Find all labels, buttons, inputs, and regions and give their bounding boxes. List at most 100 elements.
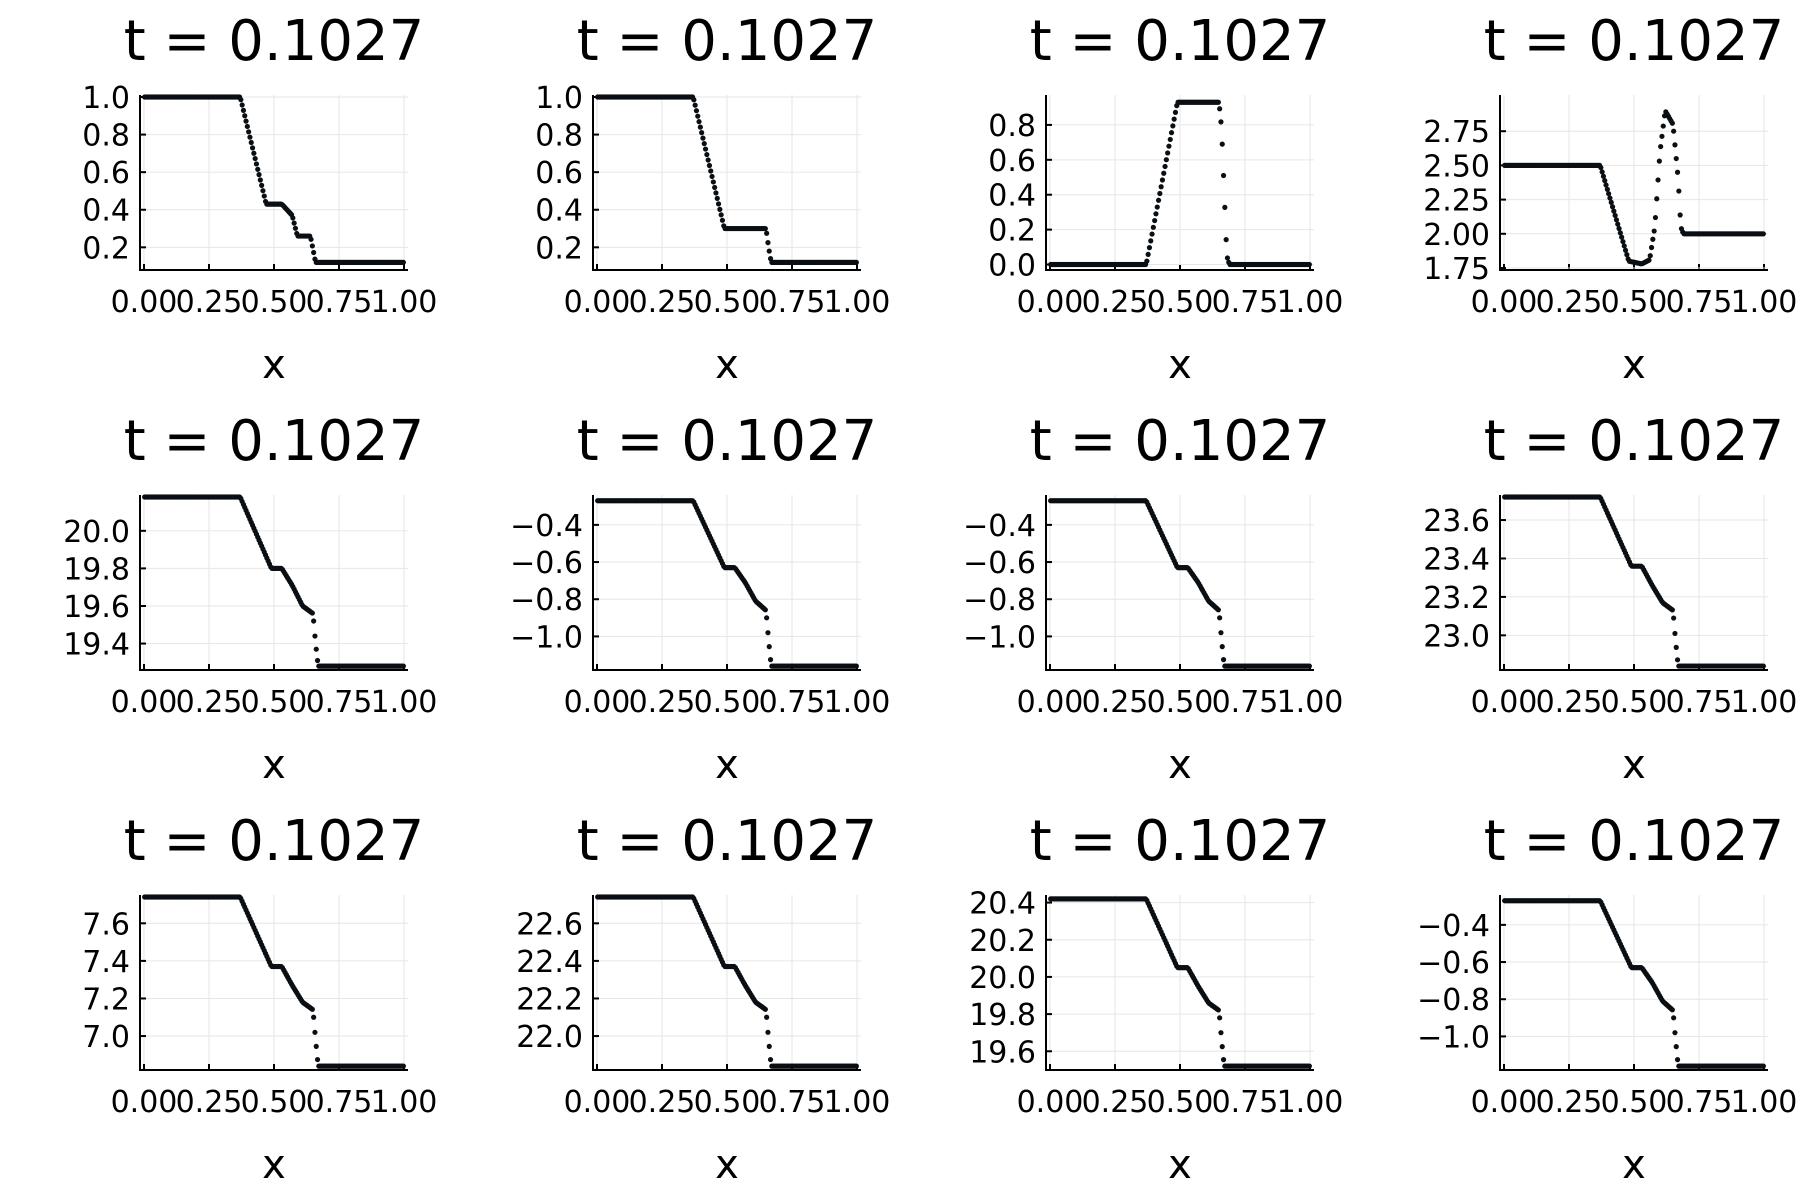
- data-point: [1158, 184, 1164, 190]
- y-tick-label: 0.2: [82, 231, 130, 266]
- data-point: [290, 215, 296, 221]
- data-point: [1218, 1030, 1224, 1036]
- x-tick-label: 0.50: [1601, 685, 1668, 720]
- data-point: [1760, 663, 1766, 669]
- x-tick-label: 0.25: [1536, 1085, 1603, 1120]
- data-point: [1674, 657, 1681, 663]
- data-point: [1602, 178, 1608, 184]
- data-point: [244, 123, 250, 130]
- y-tick-label: 20.0: [969, 961, 1036, 996]
- x-tick-label: 0.00: [1471, 1085, 1538, 1120]
- data-point: [1673, 644, 1679, 650]
- y-tick-label: −0.8: [963, 583, 1036, 618]
- data-point: [1155, 197, 1162, 203]
- data-point: [308, 236, 314, 242]
- x-tick-label: 0.00: [111, 1085, 178, 1120]
- data-point: [1615, 221, 1621, 227]
- y-tick-label: 22.6: [516, 907, 583, 942]
- data-point: [695, 113, 701, 119]
- y-tick-label: 1.0: [82, 81, 130, 116]
- x-tick-label: 0.00: [1017, 685, 1084, 720]
- y-tick-label: 0.4: [82, 194, 130, 229]
- x-tick-label: 0.25: [629, 1085, 696, 1120]
- x-tick-label: 0.25: [176, 285, 243, 320]
- data-point: [705, 157, 711, 163]
- x-tick-label: 0.25: [1536, 685, 1603, 720]
- x-tick-label: 0.00: [1471, 285, 1538, 320]
- data-point: [314, 1056, 321, 1063]
- x-tick-label: 0.25: [1082, 285, 1149, 320]
- y-tick-label: 0.2: [535, 231, 583, 266]
- data-point: [1616, 225, 1622, 232]
- data-point: [400, 259, 406, 265]
- y-tick-label: 0.8: [82, 119, 130, 154]
- subplot-5: t = 0.1027 0.000.250.500.751.00 19.419.619…: [63, 409, 437, 788]
- data-point: [1654, 196, 1660, 202]
- x-tick-label: 0.25: [629, 285, 696, 320]
- data-point: [1619, 234, 1625, 240]
- data-point: [291, 220, 297, 226]
- x-tick-label: 0.75: [759, 285, 826, 320]
- data-point: [1647, 253, 1653, 259]
- subplot-4: t = 0.10270.000.250.500.751.001.752.002.…: [1423, 9, 1797, 388]
- data-point: [1669, 120, 1675, 126]
- x-tick-label: 0.00: [111, 685, 178, 720]
- data-point: [1162, 163, 1168, 170]
- data-point: [697, 124, 703, 130]
- data-point: [309, 1006, 315, 1012]
- data-point: [704, 151, 710, 158]
- data-point: [712, 184, 718, 191]
- data-point: [239, 102, 245, 108]
- x-tick-label: 1.00: [1277, 285, 1344, 320]
- x-tick-label: 0.00: [1017, 1085, 1084, 1120]
- data-point: [246, 129, 252, 135]
- data-point: [715, 201, 722, 207]
- x-axis-label: x: [1168, 742, 1192, 788]
- data-point: [1604, 186, 1610, 192]
- data-point: [1219, 644, 1225, 650]
- data-point: [256, 172, 262, 178]
- x-tick-label: 0.25: [1536, 285, 1603, 320]
- data-point: [1669, 607, 1675, 613]
- data-point: [692, 102, 698, 108]
- data-point: [1598, 164, 1604, 171]
- data-point: [253, 161, 260, 167]
- x-tick-label: 0.75: [1666, 685, 1733, 720]
- data-point: [710, 179, 716, 185]
- x-axis-label: x: [262, 342, 286, 388]
- x-tick-label: 1.00: [1731, 685, 1798, 720]
- data-point: [1220, 172, 1227, 179]
- data-point: [1659, 133, 1665, 139]
- data-series: [1502, 494, 1766, 669]
- data-point: [1609, 204, 1616, 210]
- data-point: [717, 206, 723, 212]
- subplot-title: t = 0.1027: [1030, 409, 1330, 474]
- data-point: [1222, 204, 1228, 210]
- data-point: [1671, 615, 1677, 621]
- y-tick-label: 0.8: [535, 119, 583, 154]
- y-tick-label: 0.0: [988, 249, 1036, 284]
- data-point: [1170, 123, 1176, 129]
- y-tick-label: 20.4: [969, 887, 1036, 922]
- data-point: [1148, 238, 1154, 244]
- x-tick-label: 0.00: [111, 285, 178, 320]
- data-point: [1172, 109, 1179, 115]
- data-point: [696, 119, 702, 125]
- data-point: [1306, 261, 1312, 268]
- data-point: [1673, 155, 1679, 162]
- data-point: [1673, 1044, 1679, 1050]
- data-point: [1218, 630, 1224, 636]
- y-tick-label: −0.4: [510, 509, 583, 544]
- y-tick-label: 23.2: [1423, 581, 1490, 616]
- x-axis-label: x: [1622, 742, 1646, 788]
- subplot-7: t = 0.1027 0.000.250.500.751.00 −0.4−0.6−0…: [963, 409, 1343, 788]
- subplot-title: t = 0.1027: [1030, 809, 1330, 874]
- data-point: [1617, 230, 1623, 236]
- data-point: [1168, 130, 1175, 136]
- y-tick-label: −1.0: [510, 620, 583, 655]
- x-tick-label: 1.00: [1277, 1085, 1344, 1120]
- subplot-title: t = 0.1027: [124, 409, 424, 474]
- data-point: [853, 259, 859, 265]
- data-point: [1171, 116, 1177, 122]
- data-point: [767, 657, 774, 663]
